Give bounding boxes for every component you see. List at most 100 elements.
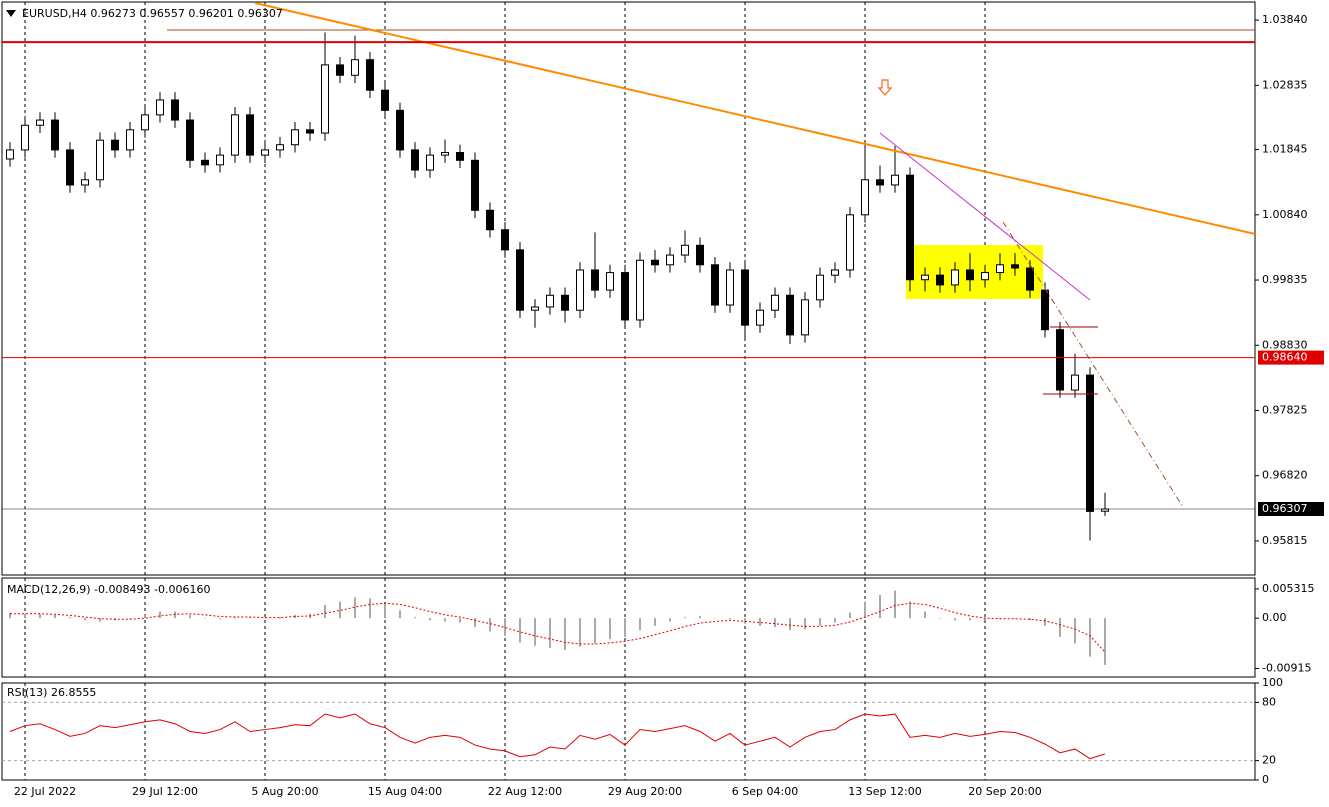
candle-body bbox=[81, 179, 90, 186]
macd-bar bbox=[1089, 618, 1092, 657]
macd-bar bbox=[324, 604, 327, 619]
candle-body bbox=[471, 159, 480, 211]
candle-body bbox=[816, 274, 825, 301]
macd-bar bbox=[279, 617, 282, 619]
macd-bar bbox=[429, 618, 432, 621]
y-tick-label: 0.97825 bbox=[1262, 403, 1308, 416]
macd-bar bbox=[339, 601, 342, 619]
macd-title: MACD(12,26,9) -0.008493 -0.006160 bbox=[7, 583, 210, 596]
y-tick-label: 0.95815 bbox=[1262, 534, 1308, 547]
range-box bbox=[906, 245, 1043, 299]
x-tick-label: 15 Aug 04:00 bbox=[368, 785, 442, 798]
candle-body bbox=[276, 144, 285, 151]
candle-body bbox=[126, 129, 135, 151]
candle-body bbox=[1071, 374, 1080, 391]
macd-bar bbox=[849, 612, 852, 619]
y-tick-label: 1.01845 bbox=[1262, 143, 1308, 156]
overlay: 1.03840 1.02835 1.01845 1.00840 0.99835 0.988… bbox=[2, 13, 1324, 798]
candle-body bbox=[951, 269, 960, 286]
rsi-line bbox=[9, 713, 1106, 760]
macd-bar bbox=[684, 617, 687, 619]
macd-bar bbox=[414, 617, 417, 619]
macd-bar bbox=[504, 618, 507, 636]
candle-body bbox=[726, 269, 735, 306]
x-tick-label: 29 Jul 12:00 bbox=[132, 785, 198, 798]
x-tick-label: 29 Aug 20:00 bbox=[608, 785, 682, 798]
candle-body bbox=[426, 154, 435, 171]
x-tick-label: 22 Aug 12:00 bbox=[488, 785, 562, 798]
macd-bar bbox=[9, 612, 12, 619]
macd-bar bbox=[699, 615, 702, 619]
candle-body bbox=[771, 294, 780, 311]
down-arrow bbox=[877, 79, 893, 96]
macd-bar bbox=[129, 618, 132, 619]
candle-body bbox=[96, 139, 105, 181]
macd-bar bbox=[519, 618, 522, 643]
y-tick-label: 1.00840 bbox=[1262, 208, 1308, 221]
candle-body bbox=[186, 119, 195, 161]
candle-body bbox=[831, 269, 840, 276]
macd-bar bbox=[39, 613, 42, 619]
candle-body bbox=[171, 99, 180, 121]
candle-body bbox=[441, 152, 450, 156]
macd-bar bbox=[234, 617, 237, 619]
candle-body bbox=[36, 119, 45, 126]
candle-body bbox=[381, 89, 390, 111]
macd-bar bbox=[264, 618, 267, 619]
candle-body bbox=[336, 64, 345, 76]
candle-body bbox=[681, 244, 690, 256]
macd-bar bbox=[144, 614, 147, 619]
candle-body bbox=[501, 229, 510, 251]
y-tick-label: 0.00 bbox=[1262, 611, 1287, 624]
panel-frame bbox=[1, 577, 1256, 678]
y-tick-label: 1.03840 bbox=[1262, 13, 1308, 26]
macd-bar bbox=[474, 618, 477, 627]
candle-body bbox=[711, 264, 720, 306]
macd-bar bbox=[1059, 618, 1062, 637]
candle-body bbox=[6, 149, 15, 160]
channel-line bbox=[879, 132, 1091, 301]
macd-bar bbox=[489, 618, 492, 632]
y-tick-label: 100 bbox=[1262, 676, 1283, 689]
macd-signal bbox=[10, 602, 1106, 653]
candle-body bbox=[666, 254, 675, 266]
candle-body bbox=[606, 272, 615, 291]
x-tick-label: 22 Jul 2022 bbox=[14, 785, 76, 798]
candle-body bbox=[846, 214, 855, 271]
macd-bar bbox=[249, 617, 252, 619]
candle-body bbox=[66, 149, 75, 186]
price-label: 0.96307 bbox=[1262, 502, 1308, 515]
macd-bar bbox=[714, 618, 717, 619]
candle-body bbox=[156, 99, 165, 116]
candle-body bbox=[576, 269, 585, 311]
x-tick-label: 5 Aug 20:00 bbox=[251, 785, 318, 798]
macd-bar bbox=[1014, 618, 1017, 619]
menu-triangle[interactable] bbox=[6, 10, 16, 17]
candle-body bbox=[21, 124, 30, 151]
candle-body bbox=[411, 149, 420, 171]
macd-bar bbox=[69, 617, 72, 619]
y-tick-label: -0.00915 bbox=[1262, 661, 1311, 674]
macd-bar bbox=[939, 618, 942, 619]
y-tick-label: 0.98830 bbox=[1262, 338, 1308, 351]
candle-body bbox=[756, 309, 765, 326]
macd-bar bbox=[84, 618, 87, 621]
candle-body bbox=[1041, 289, 1050, 331]
candle-body bbox=[936, 274, 945, 286]
macd-bar bbox=[804, 618, 807, 630]
macd-bar bbox=[744, 618, 747, 624]
candle-body bbox=[891, 174, 900, 186]
macd-bar bbox=[594, 618, 597, 644]
macd-bar bbox=[1044, 618, 1047, 626]
y-tick-label: 0.005315 bbox=[1262, 582, 1315, 595]
candle-body bbox=[1101, 508, 1110, 512]
candle-body bbox=[861, 179, 870, 216]
macd-bar bbox=[954, 618, 957, 621]
macd-bar bbox=[354, 597, 357, 619]
candle-body bbox=[1026, 267, 1035, 291]
candle-body bbox=[396, 109, 405, 151]
candle-body bbox=[246, 114, 255, 156]
candle-body bbox=[111, 139, 120, 151]
candle-body bbox=[351, 59, 360, 76]
